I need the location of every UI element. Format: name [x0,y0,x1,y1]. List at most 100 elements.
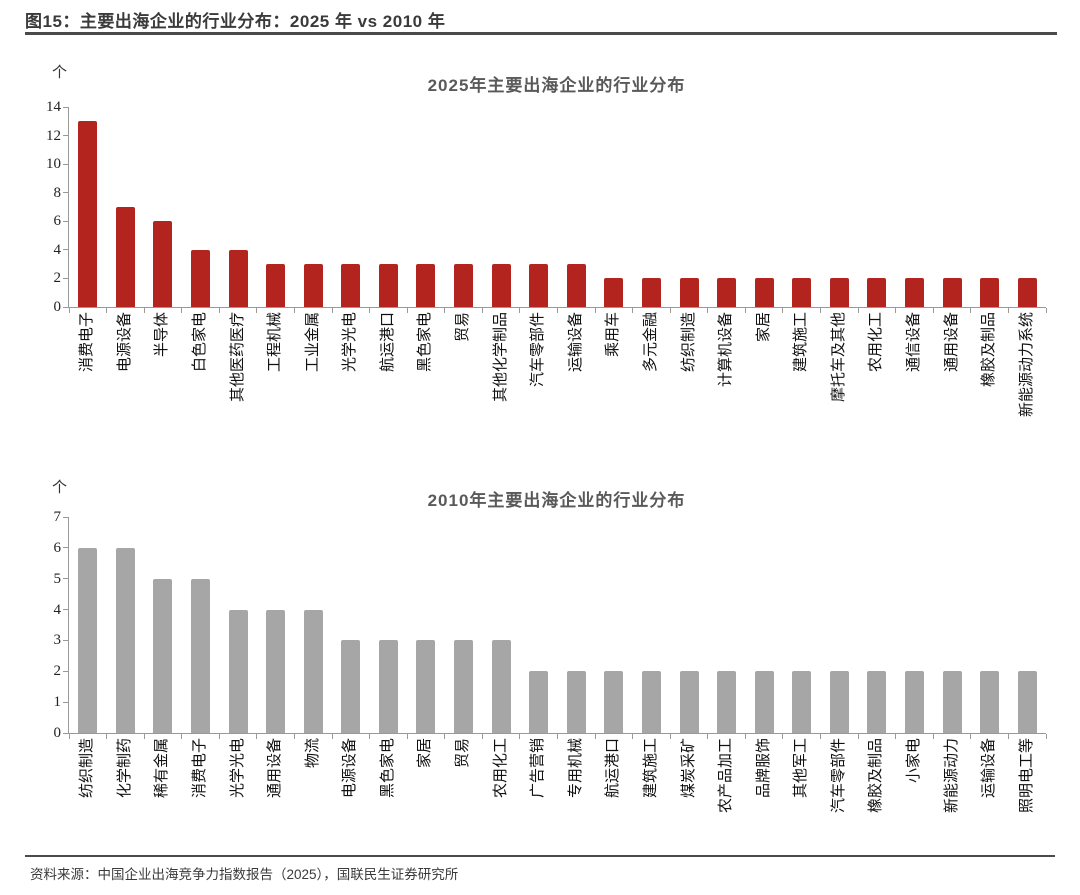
bar [378,264,398,307]
x-axis-tick-mark [895,308,897,313]
x-axis-tick-mark [218,308,220,313]
bar [303,609,323,733]
x-axis-label: 工程机械 [266,312,284,373]
x-axis-label: 汽车零部件 [829,738,847,814]
x-axis-tick-mark [782,734,784,739]
y-axis-tick-label: 6 [53,539,62,556]
bar [754,278,774,307]
x-axis-label: 光学光电 [341,312,359,373]
x-axis-tick-mark [557,734,558,739]
x-axis-label: 新能源动力系统 [1017,312,1035,418]
plot-area-2025: 0 2 4 6 8 10 12 14 [46,99,1047,315]
bar [228,609,248,733]
x-axis-tick-mark [444,308,446,313]
bar [604,671,624,733]
x-axis-tick-mark [1045,734,1047,739]
x-axis-label: 物流 [303,738,321,769]
bar [266,609,286,733]
bar [867,671,887,733]
x-axis-tick-mark [1007,734,1009,739]
x-axis-label: 专用机械 [566,738,584,799]
figure-title: 图15：主要出海企业的行业分布：2025 年 vs 2010 年 [25,12,446,31]
y-axis-tick-mark [63,609,69,611]
y-axis-tick-label: 1 [53,694,62,711]
y-axis-tick-label: 4 [53,601,62,618]
footer-rule [25,855,1055,857]
x-axis-tick-mark [256,308,258,313]
x-axis-tick-mark [632,734,634,739]
bar [153,221,173,307]
x-axis-tick-mark [857,308,859,313]
bar [454,264,474,307]
y-axis-tick-label: 8 [53,184,62,201]
source-note: 资料来源：中国企业出海竞争力指数报告（2025），国联民生证券研究所 [30,867,459,882]
bar [153,578,173,733]
x-axis-tick-mark [481,308,483,313]
x-axis-tick-mark [106,734,108,739]
y-axis-unit-label: 个 [52,64,68,81]
x-axis-label: 计算机设备 [717,312,735,388]
chart-2025: 个 2025年主要出海企业的行业分布 0 2 4 6 8 10 12 14 消费电子 电源设备 半… [0,55,1080,470]
x-axis-label: 贸易 [454,738,472,769]
bar [416,264,436,307]
bar [115,547,135,733]
bar [717,671,737,733]
bar [717,278,737,307]
x-axis-label: 汽车零部件 [529,312,547,388]
y-axis-tick-mark [63,135,69,137]
x-axis-label: 通用设备 [942,312,960,373]
x-axis-tick-mark [744,734,746,739]
x-axis-tick-mark [519,734,521,739]
bar [904,278,924,307]
x-axis-label: 消费电子 [78,312,96,373]
x-axis-label: 运输设备 [980,738,998,799]
x-axis-tick-mark [293,734,295,739]
x-axis-label: 建筑施工 [792,312,810,373]
y-axis-tick-mark [63,220,69,222]
y-axis-tick-mark [63,516,69,518]
y-axis-tick-mark [63,701,69,703]
y-axis-tick-label: 14 [46,99,61,115]
bar [529,671,549,733]
bar [867,278,887,307]
bar [1017,278,1037,307]
x-axis-tick-mark [331,734,333,739]
y-axis-tick-mark [63,249,69,251]
x-axis-tick-mark [143,308,145,313]
x-axis-tick-mark [707,734,709,739]
bar [942,278,962,307]
x-axis-tick-mark [181,734,183,739]
x-axis-label: 其他化学制品 [491,312,509,403]
bar [792,278,812,307]
x-axis-label: 半导体 [153,312,171,358]
bar [942,671,962,733]
x-axis-tick-mark [932,734,934,739]
y-axis-tick-label: 2 [53,663,62,680]
y-axis-tick-mark [63,277,69,279]
bar [679,671,699,733]
bar [641,278,661,307]
x-axis-label: 家居 [754,312,772,343]
bar [266,264,286,307]
x-axis-label: 黑色家电 [378,738,396,799]
x-axis-label: 白色家电 [191,312,209,373]
bar [604,278,624,307]
x-axis-tick-mark [594,308,596,313]
bar [341,264,361,307]
x-axis-label: 摩托车及其他 [829,312,847,403]
x-axis-label: 小家电 [904,738,922,784]
header-rule [25,32,1057,35]
x-axis-tick-mark [707,308,709,313]
x-axis-tick-mark [406,734,408,739]
bar [491,264,511,307]
x-axis-label: 航运港口 [378,312,396,373]
x-axis-tick-mark [369,308,371,313]
x-axis-label: 通信设备 [904,312,922,373]
x-axis-label: 运输设备 [566,312,584,373]
x-axis-tick-mark [444,734,446,739]
bar [980,278,1000,307]
x-axis-tick-mark [68,734,70,739]
x-axis-label: 橡胶及制品 [980,312,998,388]
x-axis-label: 化学制药 [115,738,133,799]
x-axis-tick-mark [820,308,822,313]
